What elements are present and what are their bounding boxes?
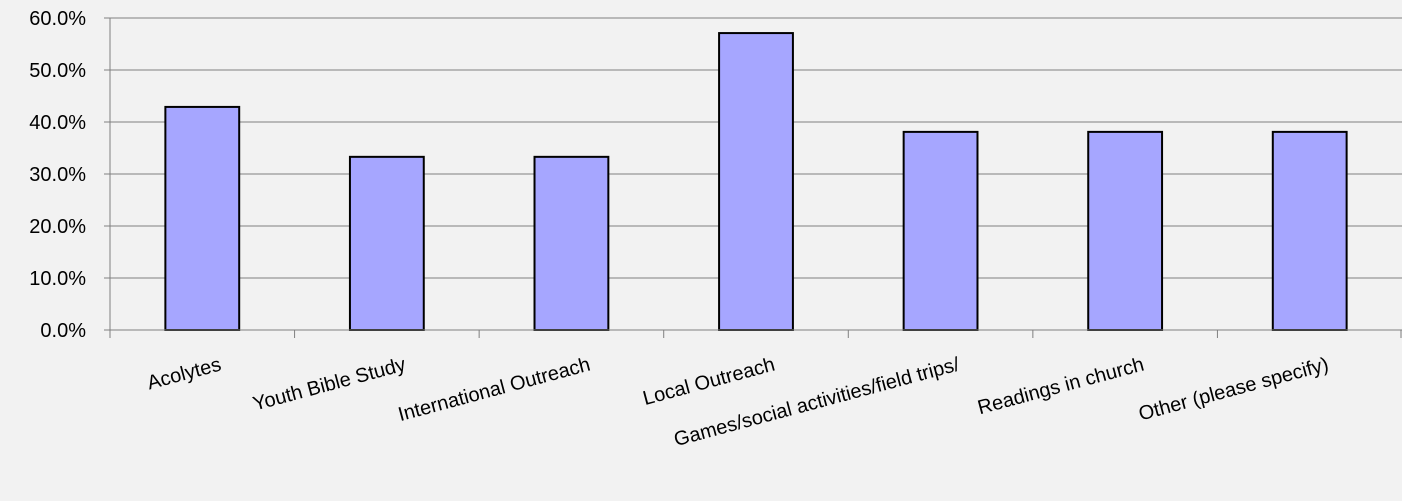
bar (902, 130, 979, 331)
y-tick-label: 40.0% (29, 112, 86, 134)
x-tick-label: International Outreach (396, 354, 593, 426)
y-tick-label: 30.0% (29, 164, 86, 186)
y-tick-labels: 0.0% 10.0% 20.0% 30.0% 40.0% 50.0% 60.0% (29, 8, 86, 342)
bars (164, 32, 1348, 332)
x-tick-label: Acolytes (145, 354, 224, 395)
y-tick-label: 20.0% (29, 216, 86, 238)
y-tick-label: 50.0% (29, 60, 86, 82)
x-tick-label: Youth Bible Study (251, 354, 409, 416)
bar (164, 105, 241, 331)
bar (1087, 130, 1164, 331)
x-tick-label: Local Outreach (641, 354, 778, 410)
x-tick-label: Other (please specify) (1136, 354, 1331, 426)
y-tick-label: 60.0% (29, 8, 86, 30)
y-tick-label: 0.0% (40, 320, 86, 342)
x-tick-label: Readings in church (975, 354, 1146, 420)
bar (533, 155, 610, 331)
axes (104, 17, 1402, 338)
bar (348, 155, 425, 331)
bar (718, 32, 794, 332)
y-tick-label: 10.0% (29, 268, 86, 290)
bar (1271, 130, 1348, 331)
